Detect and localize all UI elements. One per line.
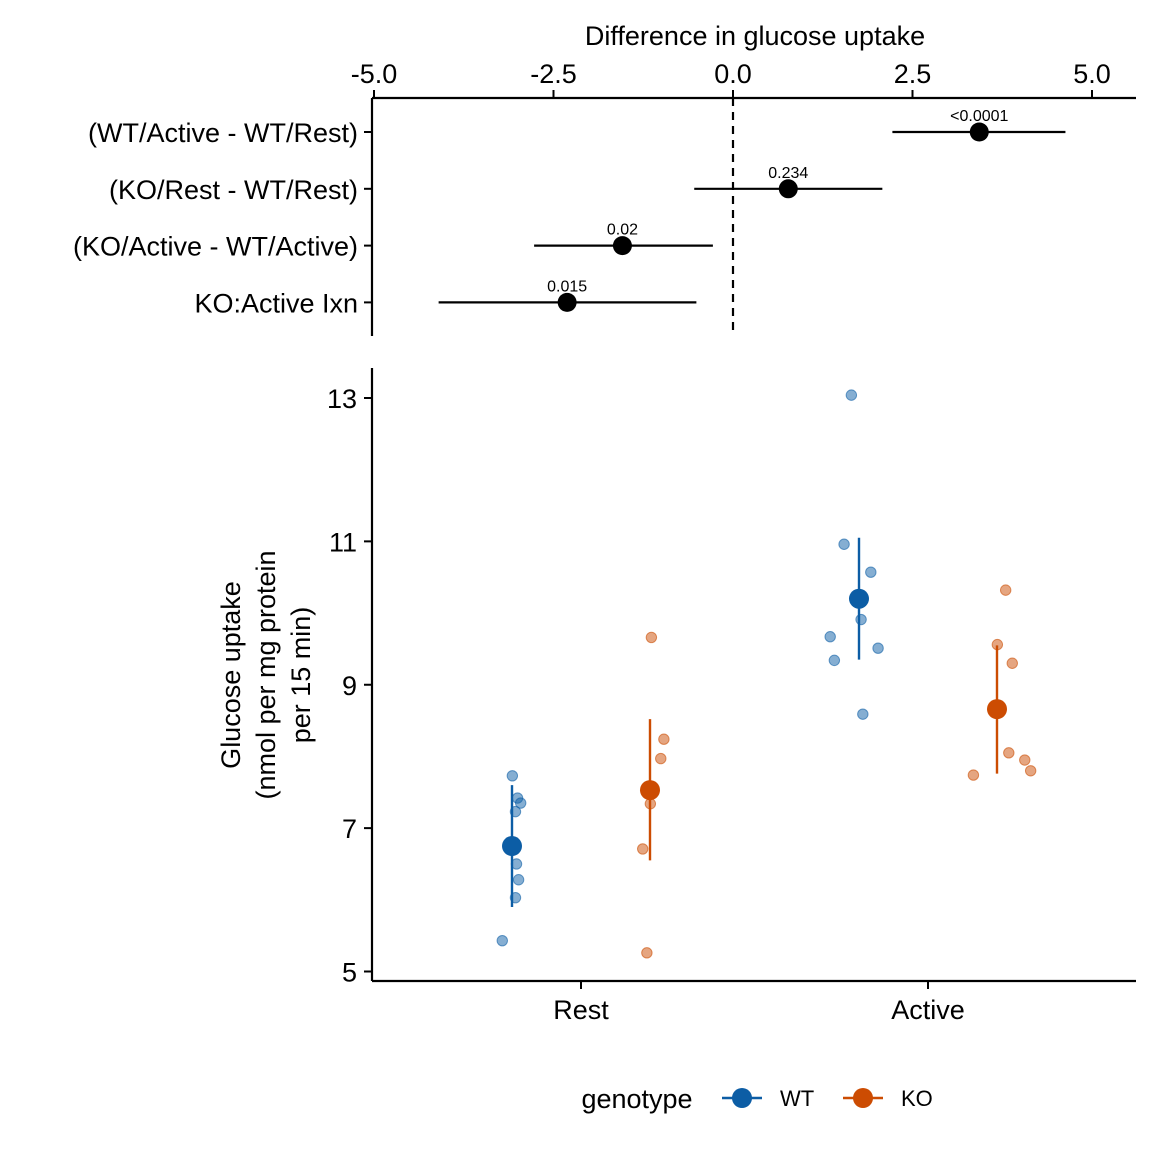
data-point-wt [872, 642, 884, 654]
legend-key-point-wt [732, 1088, 752, 1108]
data-point-ko [658, 733, 670, 745]
legend-key-point-ko [853, 1088, 873, 1108]
mean-point-ko [987, 699, 1007, 720]
data-point-wt [855, 613, 867, 626]
forest-row-label: KO:Active Ixn [194, 288, 358, 318]
data-point-ko [967, 769, 980, 781]
mean-point-ko [640, 780, 660, 801]
legend-title: genotype [581, 1084, 692, 1114]
data-point-wt [514, 797, 527, 809]
data-point-ko [645, 631, 658, 644]
mean-point-wt [502, 836, 522, 857]
legend-entry-ko: KO [901, 1086, 933, 1111]
data-point-wt [865, 566, 877, 578]
data-point-ko [1006, 657, 1018, 669]
x-tick-label: Active [891, 995, 965, 1025]
y-tick-label: 9 [342, 671, 357, 701]
data-point-ko [655, 752, 667, 765]
forest-x-tick-label: -2.5 [530, 59, 577, 89]
y-axis-title: Glucose uptake (nmol per mg protein per 15… [216, 550, 316, 799]
forest-plot-panel: Difference in glucose uptake-5.0 -2.5 0.0 2… [73, 21, 1136, 336]
forest-p-value-label: 0.234 [768, 165, 808, 182]
forest-x-tick-label: -5.0 [351, 59, 398, 89]
forest-x-tick-label: 2.5 [894, 59, 932, 89]
legend-entry-wt: WT [780, 1086, 814, 1111]
forest-x-tick-label: 5.0 [1073, 59, 1111, 89]
x-tick-label: Rest [553, 995, 609, 1025]
y-tick-label: 7 [342, 814, 357, 844]
forest-estimate-point [612, 236, 632, 256]
y-tick-label: 5 [342, 958, 357, 988]
forest-p-value-label: 0.015 [547, 278, 587, 295]
forest-row-label: (WT/Active - WT/Rest) [88, 118, 358, 148]
data-point-ko [1024, 765, 1037, 777]
data-point-wt [512, 874, 525, 886]
data-point-ko [637, 843, 649, 855]
forest-p-value-label: <0.0001 [950, 108, 1008, 125]
y-axis-title-line: per 15 min) [286, 607, 316, 744]
data-point-wt [824, 631, 836, 643]
data-point-wt [857, 708, 869, 720]
mean-point-wt [849, 588, 869, 609]
y-tick-label: 11 [329, 527, 357, 557]
y-axis-title-line: Glucose uptake [216, 581, 246, 769]
forest-row-label: (KO/Active - WT/Active) [73, 232, 358, 262]
forest-x-tick-label: 0.0 [714, 59, 752, 89]
data-point-ko [1003, 747, 1015, 759]
data-point-ko [999, 584, 1012, 596]
legend: genotype WT KO [581, 1084, 932, 1114]
y-tick-label: 13 [327, 384, 357, 414]
y-axis-title-line: (nmol per mg protein [251, 550, 281, 799]
data-point-wt [496, 934, 508, 947]
forest-estimate-point [778, 179, 798, 199]
data-point-ko [641, 947, 653, 959]
data-point-ko [1019, 754, 1031, 766]
data-point-wt [845, 389, 858, 401]
forest-x-axis-title: Difference in glucose uptake [585, 21, 925, 51]
data-point-wt [828, 654, 841, 667]
forest-estimate-point [557, 292, 577, 312]
scatter-plot-panel: 5 7 9 11 13 Rest Active Glucose uptake (nmol per… [216, 368, 1136, 1025]
forest-p-value-label: 0.02 [607, 222, 638, 239]
forest-estimate-point [969, 122, 989, 142]
data-point-wt [838, 538, 850, 550]
data-point-wt [506, 770, 519, 782]
forest-row-label: (KO/Rest - WT/Rest) [109, 175, 358, 205]
